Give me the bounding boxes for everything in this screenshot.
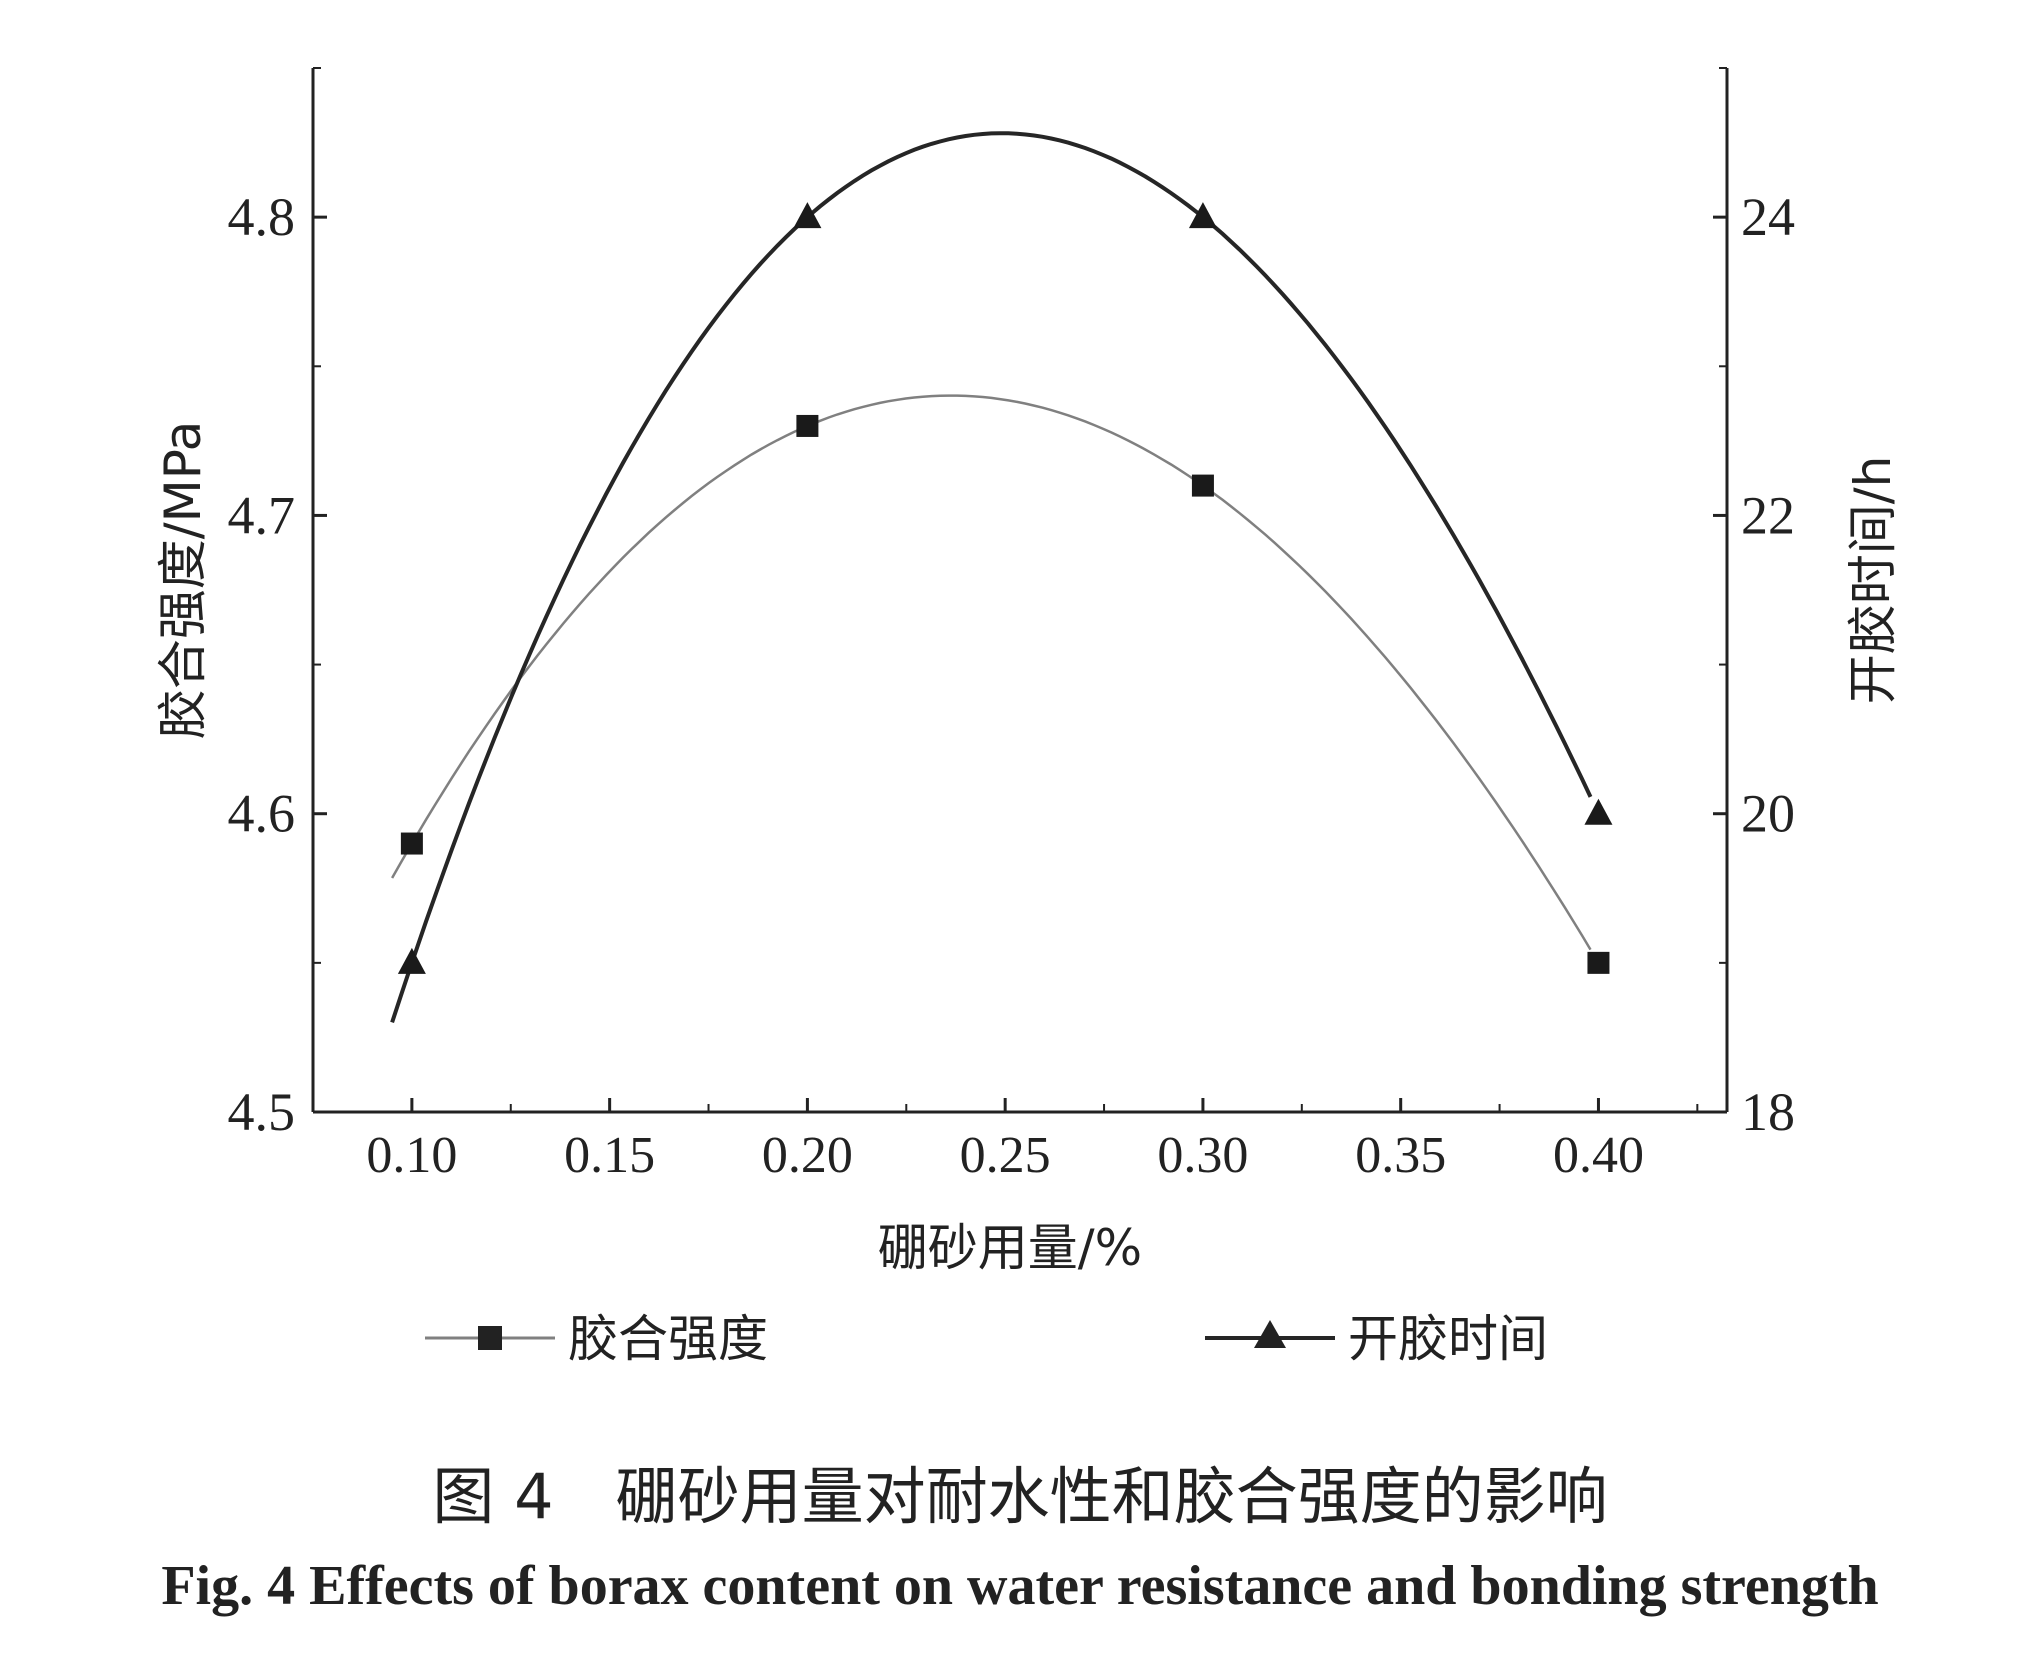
- x-axis: 0.10 0.15 0.20 0.25 0.30 0.35 0.40: [312, 1098, 1699, 1184]
- series-markers: [397, 202, 1613, 974]
- series-line-strength: [391, 394, 1592, 951]
- point-strength: [1191, 474, 1214, 497]
- y-axis-right-label: 开胶时间/h: [1844, 456, 1902, 705]
- x-tick-label: 0.15: [564, 1127, 655, 1184]
- x-tick-label: 0.30: [1157, 1127, 1248, 1184]
- figure-caption-cn: 图 4 硼砂用量对耐水性和胶合强度的影响: [432, 1460, 1607, 1533]
- x-tick-label: 0.25: [960, 1127, 1051, 1184]
- y-right-tick-label: 18: [1741, 1082, 1795, 1142]
- x-axis-label: 硼砂用量/%: [878, 1219, 1142, 1277]
- x-tick-label: 0.40: [1553, 1127, 1644, 1184]
- y-left-tick-label: 4.6: [228, 784, 296, 844]
- y-axis-right: 18 20 22 24: [1713, 67, 1795, 1142]
- legend: 胶合强度 开胶时间: [425, 1310, 1548, 1368]
- series-curves: [390, 131, 1593, 1024]
- point-opening: [1188, 202, 1217, 229]
- legend-label-strength: 胶合强度: [568, 1310, 768, 1368]
- y-axis-left: 4.5 4.6 4.7 4.8: [228, 67, 327, 1142]
- point-strength: [400, 832, 423, 855]
- legend-marker-triangle: [1254, 1320, 1286, 1348]
- y-right-tick-label: 20: [1741, 784, 1795, 844]
- y-right-tick-label: 24: [1741, 187, 1795, 247]
- y-left-tick-label: 4.7: [228, 485, 296, 545]
- x-tick-label: 0.35: [1355, 1127, 1446, 1184]
- x-tick-label: 0.10: [366, 1127, 457, 1184]
- point-opening: [1584, 798, 1613, 825]
- point-strength: [1587, 951, 1610, 974]
- x-tick-label: 0.20: [762, 1127, 853, 1184]
- figure-caption-en: Fig. 4 Effects of borax content on water…: [161, 1555, 1878, 1617]
- point-opening: [397, 947, 426, 974]
- point-opening: [793, 202, 822, 229]
- legend-marker-square: [478, 1326, 502, 1350]
- point-strength: [796, 414, 819, 437]
- plot-frame: [311, 68, 1729, 1114]
- series-line-opening: [390, 131, 1593, 1024]
- y-right-tick-label: 22: [1741, 485, 1795, 545]
- y-left-tick-label: 4.8: [228, 187, 296, 247]
- y-axis-left-label: 胶合强度/MPa: [154, 421, 212, 740]
- legend-label-opening: 开胶时间: [1348, 1310, 1548, 1368]
- y-left-tick-label: 4.5: [228, 1082, 296, 1142]
